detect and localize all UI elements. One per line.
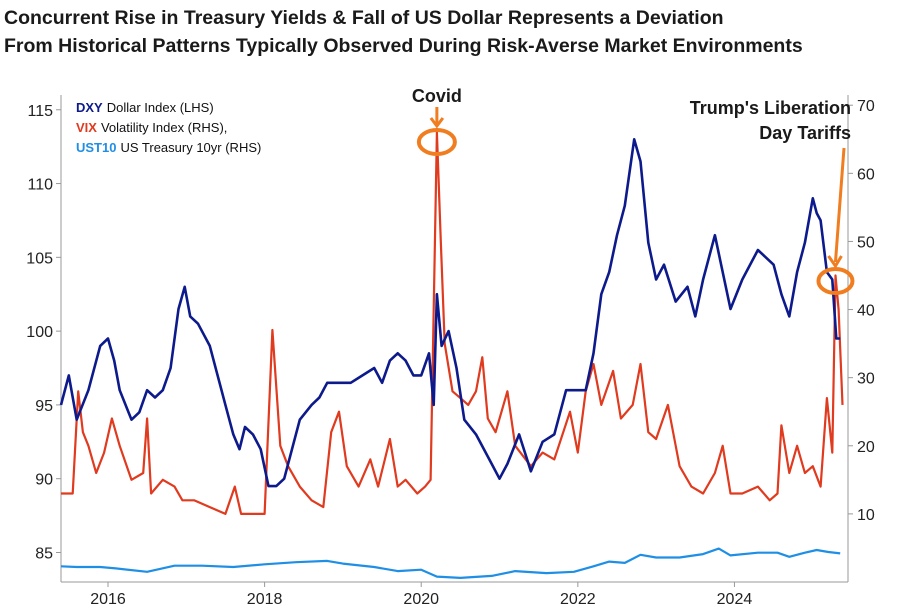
chart-title-line-2: From Historical Patterns Typically Obser…: [4, 35, 803, 57]
legend-entry: VIX Volatility Index (RHS),: [76, 120, 227, 135]
left-tick-label: 100: [26, 324, 53, 341]
x-tick-label: 2016: [90, 591, 126, 608]
legend-label: Volatility Index (RHS),: [101, 120, 227, 135]
left-tick-label: 85: [35, 545, 53, 562]
tariffs-highlight-ellipse: [816, 267, 855, 295]
x-tick-label: 2024: [717, 591, 753, 608]
right-tick-label: 50: [857, 234, 875, 251]
covid-highlight-ellipse: [416, 128, 457, 156]
series-line-ust10: [60, 547, 841, 579]
right-tick-label: 20: [857, 439, 875, 456]
chart-title: Concurrent Rise in Treasury Yields & Fal…: [4, 4, 904, 60]
left-tick-label: 105: [26, 250, 53, 267]
tariffs-label-line-1: Trump's Liberation: [690, 98, 851, 118]
legend-entry: UST10 US Treasury 10yr (RHS): [76, 140, 261, 155]
legend-code: DXY: [76, 100, 103, 115]
chart-title-line-1: Concurrent Rise in Treasury Yields & Fal…: [4, 7, 724, 29]
legend-entry: DXY Dollar Index (LHS): [76, 100, 214, 115]
x-tick-label: 2018: [247, 591, 283, 608]
series-line-vix: [61, 131, 844, 515]
right-tick-label: 40: [857, 303, 875, 320]
series-lines: [59, 131, 844, 579]
tariffs-arrow-shaft: [833, 147, 846, 263]
legend-code: UST10: [76, 140, 116, 155]
x-tick-label: 2022: [560, 591, 596, 608]
covid-arrow-head: [429, 117, 445, 129]
legend-code: VIX: [76, 120, 97, 135]
x-tick-label: 2020: [403, 591, 439, 608]
legend-label: Dollar Index (LHS): [107, 100, 214, 115]
annotations: Covid Trump's Liberation Day Tariffs: [412, 86, 855, 295]
left-tick-label: 95: [35, 398, 53, 415]
tariffs-arrow-head: [827, 255, 843, 269]
legend: DXY Dollar Index (LHS) VIX Volatility Index…: [76, 100, 261, 155]
right-tick-label: 70: [857, 98, 875, 115]
right-tick-label: 30: [857, 371, 875, 388]
legend-label: US Treasury 10yr (RHS): [120, 140, 261, 155]
left-tick-label: 90: [35, 472, 53, 489]
covid-label: Covid: [412, 86, 462, 106]
right-tick-label: 10: [857, 507, 875, 524]
tariffs-label-line-2: Day Tariffs: [759, 123, 851, 143]
left-tick-label: 115: [27, 103, 53, 120]
left-tick-label: 110: [27, 177, 53, 194]
right-tick-label: 60: [857, 166, 875, 183]
axes: 85 90 95 100 105 110 115 10 20 30 40 50 60 70 2016 2018…: [26, 95, 875, 608]
series-line-dxy: [59, 138, 841, 488]
